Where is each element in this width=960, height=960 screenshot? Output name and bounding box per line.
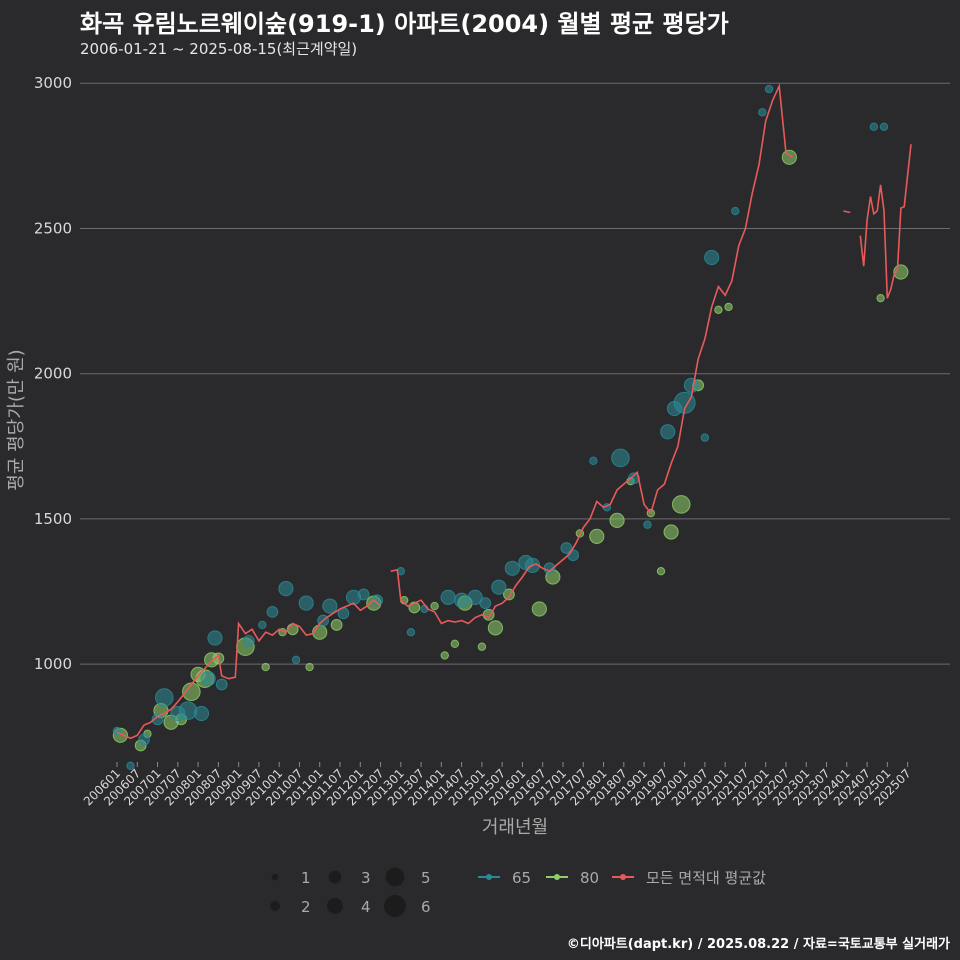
- point-layer: [112, 84, 909, 771]
- data-point-65: [660, 424, 676, 440]
- data-point-80: [330, 619, 343, 631]
- data-point-65: [322, 598, 338, 614]
- data-point-65: [193, 705, 210, 722]
- chart-subtitle: 2006-01-21 ~ 2025-08-15(최근계약일): [80, 40, 358, 58]
- data-point-65: [215, 678, 228, 691]
- data-point-65: [371, 594, 384, 607]
- legend-size-marker: [385, 867, 405, 887]
- legend-size-marker: [270, 901, 280, 911]
- data-point-65: [491, 579, 507, 595]
- data-point-65: [357, 588, 370, 601]
- data-point-80: [589, 528, 605, 544]
- data-point-65: [440, 589, 456, 605]
- data-point-65: [155, 688, 174, 707]
- legend-size-label: 4: [361, 898, 371, 916]
- data-point-80: [531, 601, 547, 617]
- legend-size-marker: [328, 870, 342, 884]
- data-point-65: [406, 627, 416, 637]
- data-point-65: [291, 655, 301, 664]
- chart-title: 화곡 유림노르웨이숲(919-1) 아파트(2004) 월별 평균 평당가: [80, 10, 729, 38]
- y-axis: 1000 1500 2000 2500 3000: [34, 74, 72, 673]
- data-point-80: [487, 620, 504, 636]
- legend-point-key: [554, 874, 560, 880]
- data-point-65: [869, 122, 879, 132]
- data-point-65: [207, 630, 223, 646]
- series-line-average: [390, 83, 794, 625]
- y-axis-label: 평균 평당가(만 원): [6, 349, 27, 490]
- data-point-65: [138, 733, 150, 746]
- legend-series-label: 65: [512, 869, 531, 887]
- x-axis-label: 거래년월: [482, 817, 548, 838]
- legend-size-marker: [327, 898, 343, 914]
- data-point-65: [151, 713, 164, 726]
- data-point-65: [454, 592, 470, 608]
- line-layer: [116, 83, 912, 740]
- legend-series-label: 모든 면적대 평균값: [646, 869, 766, 887]
- data-point-65: [589, 456, 598, 466]
- data-point-80: [305, 662, 314, 672]
- legend-size-label: 5: [421, 869, 431, 887]
- series-line-average: [843, 210, 851, 214]
- data-point-80: [261, 662, 270, 672]
- y-tick-label: 1000: [34, 655, 72, 673]
- legend: 1 2 3 4 5 6 65 80 모든 면적대 평균값: [270, 867, 766, 917]
- legend-size-marker: [271, 873, 279, 881]
- data-point-65: [764, 84, 774, 94]
- data-point-80: [182, 682, 201, 702]
- data-point-80: [671, 495, 691, 514]
- data-point-80: [781, 149, 797, 165]
- grid-layer: [80, 82, 950, 665]
- source-credit: ©디아파트(dapt.kr) / 2025.08.22 / 자료=국토교통부 실…: [566, 937, 950, 952]
- legend-size-label: 1: [301, 869, 311, 887]
- data-point-80: [724, 302, 733, 312]
- legend-size-label: 2: [301, 898, 311, 916]
- data-point-80: [440, 651, 449, 660]
- data-point-65: [278, 581, 294, 597]
- legend-size-label: 3: [361, 869, 371, 887]
- data-point-65: [643, 520, 652, 529]
- data-point-65: [504, 560, 520, 576]
- data-point-80: [714, 305, 723, 314]
- data-point-65: [178, 701, 198, 720]
- data-point-80: [609, 512, 625, 528]
- legend-point-key: [620, 874, 626, 880]
- data-point-65: [298, 595, 314, 611]
- data-point-65: [758, 108, 767, 117]
- data-point-80: [656, 567, 666, 576]
- legend-point-key: [486, 874, 492, 880]
- x-axis: 2006012006072007012007072008012008072009…: [81, 762, 914, 809]
- data-point-65: [200, 671, 216, 687]
- data-point-65: [242, 635, 255, 647]
- data-point-65: [126, 761, 135, 771]
- data-point-65: [683, 377, 699, 393]
- data-point-65: [700, 433, 710, 442]
- series-line-average: [859, 144, 912, 299]
- data-point-65: [560, 542, 573, 554]
- data-point-80: [663, 524, 679, 540]
- data-point-80: [477, 642, 487, 651]
- data-point-65: [704, 249, 720, 266]
- legend-series-label: 80: [580, 869, 599, 887]
- data-point-65: [567, 549, 580, 562]
- y-tick-label: 2000: [34, 365, 72, 383]
- y-tick-label: 1500: [34, 510, 72, 528]
- data-point-65: [879, 122, 889, 132]
- data-point-65: [731, 206, 740, 216]
- series-line-average: [116, 599, 382, 740]
- legend-size-label: 6: [421, 898, 431, 916]
- data-point-80: [430, 601, 439, 611]
- data-point-65: [258, 620, 267, 630]
- data-point-65: [467, 589, 483, 605]
- data-point-65: [673, 391, 696, 414]
- y-tick-label: 3000: [34, 74, 72, 92]
- data-point-80: [450, 639, 460, 649]
- data-point-65: [266, 605, 279, 618]
- data-point-80: [876, 293, 885, 303]
- data-point-65: [611, 448, 630, 468]
- data-point-65: [479, 597, 492, 610]
- legend-size-marker: [384, 895, 406, 917]
- y-tick-label: 2500: [34, 219, 72, 237]
